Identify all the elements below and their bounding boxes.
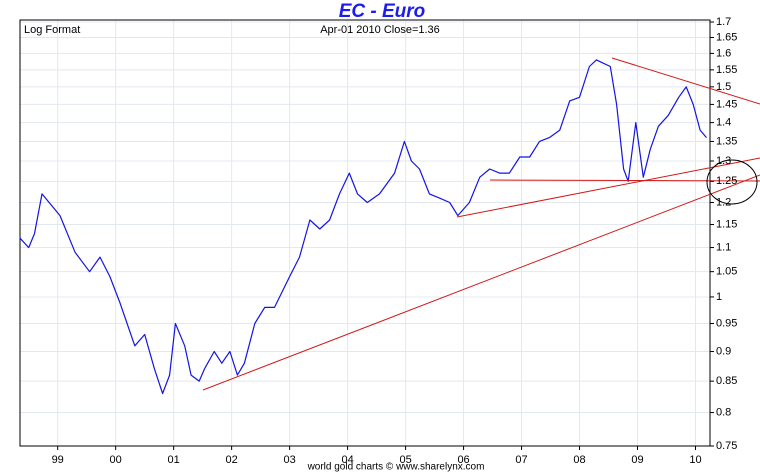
series — [19, 59, 707, 395]
y-tick-label: 0.85 — [716, 375, 737, 387]
y-tick-label: 1.2 — [716, 196, 731, 208]
y-tick-label: 1.35 — [716, 135, 737, 147]
y-tick-label: 1.55 — [716, 64, 737, 76]
x-tick-label: 00 — [110, 454, 122, 466]
y-tick-label: 1.45 — [716, 98, 737, 110]
y-tick-label: 1.5 — [716, 81, 731, 93]
footer: world gold charts © www.sharelynx.com — [307, 462, 485, 473]
x-tick-label: 05 — [399, 454, 411, 466]
trendline — [489, 179, 760, 182]
x-tick-label: 09 — [631, 454, 643, 466]
x-tick-label: 02 — [226, 454, 238, 466]
trendline — [456, 157, 760, 218]
y-tick-label: 1 — [716, 291, 722, 303]
trendlines — [202, 57, 760, 391]
x-tick-label: 08 — [573, 454, 585, 466]
x-tick-label: 99 — [52, 454, 64, 466]
x-tick-label: 03 — [283, 454, 295, 466]
x-tick-label: 04 — [341, 454, 353, 466]
scale-note: Log Format — [24, 24, 80, 36]
y-tick-label: 0.8 — [716, 406, 731, 418]
y-tick-label: 1.7 — [716, 16, 731, 28]
trendline — [611, 57, 760, 105]
y-tick-label: 1.65 — [716, 31, 737, 43]
price-line — [19, 59, 707, 395]
y-tick-label: 1.3 — [716, 155, 731, 167]
y-tick-label: 1.1 — [716, 241, 731, 253]
highlight-circle — [706, 159, 758, 205]
chart-title: EC - Euro — [339, 1, 426, 22]
x-tick-label: 10 — [689, 454, 701, 466]
y-tick-label: 1.25 — [716, 175, 737, 187]
y-tick-label: 0.9 — [716, 345, 731, 357]
y-tick-label: 1.05 — [716, 266, 737, 278]
close-note: Apr-01 2010 Close=1.36 — [320, 24, 440, 36]
trendline — [202, 174, 760, 391]
x-tick-label: 01 — [168, 454, 180, 466]
x-tick-label: 06 — [457, 454, 469, 466]
y-tick-label: 0.95 — [716, 317, 737, 329]
y-tick-label: 1.6 — [716, 47, 731, 59]
y-tick-label: 0.75 — [716, 440, 737, 452]
plot-frame — [19, 19, 711, 447]
grid — [20, 20, 710, 447]
x-tick-label: 07 — [515, 454, 527, 466]
y-tick-label: 1.4 — [716, 117, 731, 129]
y-tick-label: 1.15 — [716, 218, 737, 230]
